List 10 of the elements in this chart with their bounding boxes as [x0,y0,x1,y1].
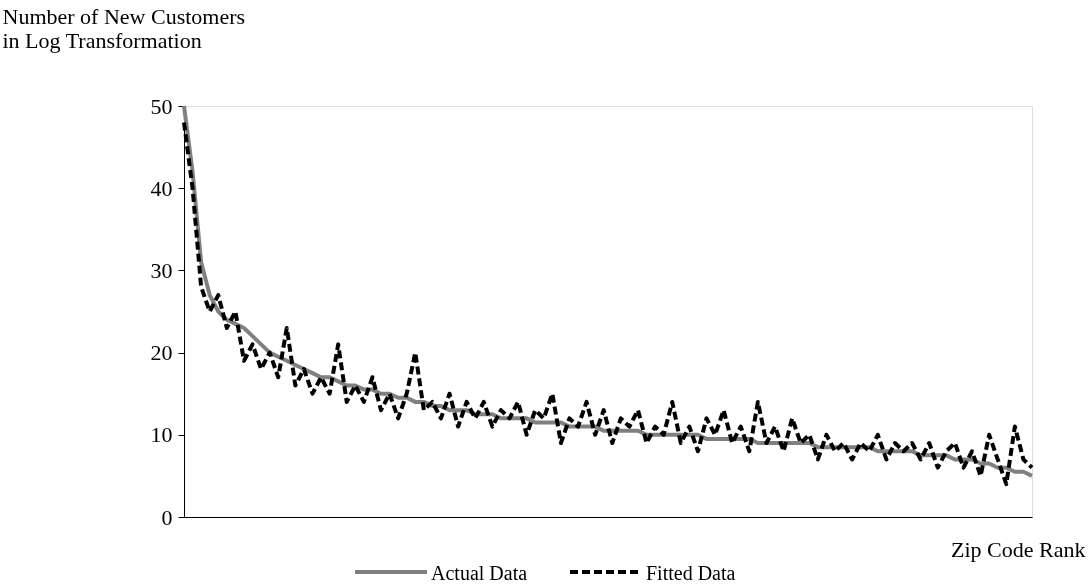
legend-label: Actual Data [431,562,528,584]
y-tick-label: 0 [161,504,173,530]
y-tick-label: 40 [150,175,173,201]
legend-label: Fitted Data [646,562,736,584]
y-tick-label: 30 [150,257,173,283]
y-tick-label: 20 [150,340,173,366]
x-axis-title: Zip Code Rank [951,536,1086,562]
y-axis-title: Number of New Customers in Log Transformation [2,3,246,53]
y-tick-label: 10 [150,422,173,448]
y-tick-label: 50 [150,93,173,119]
